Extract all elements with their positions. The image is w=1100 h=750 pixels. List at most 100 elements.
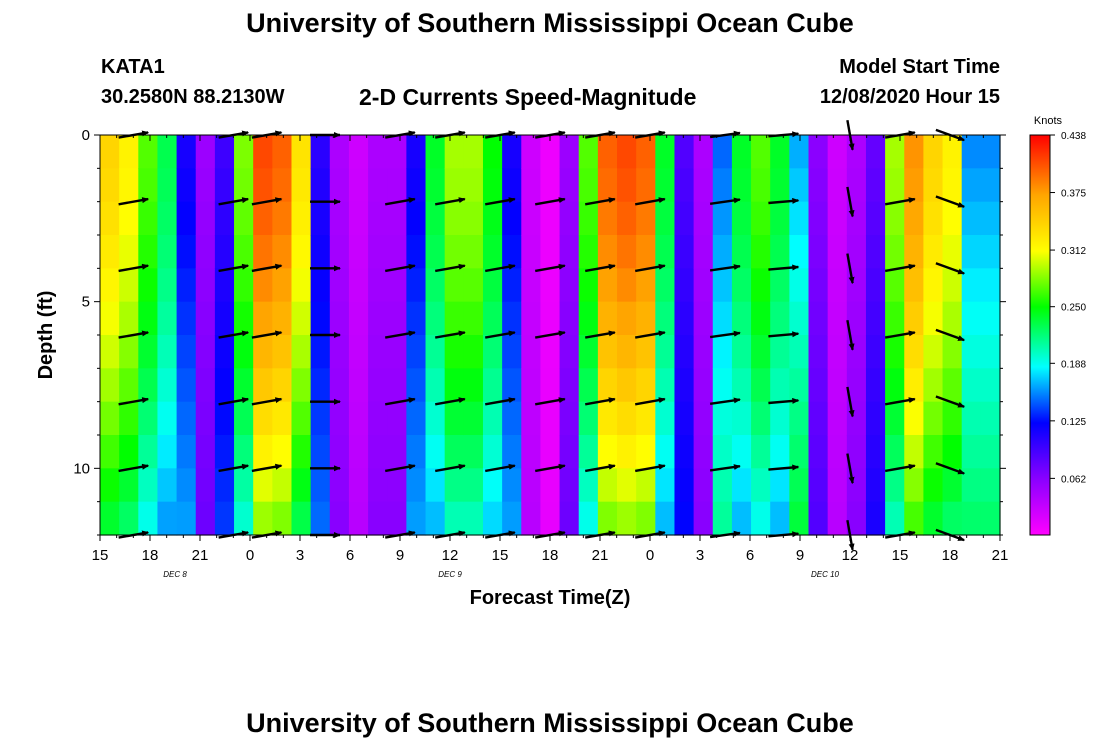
heatmap-cell [731,501,752,536]
heatmap-cell [406,501,427,536]
heatmap-cell [387,368,407,403]
heatmap-cell [597,435,618,469]
heatmap-cell [176,468,197,503]
heatmap-cell [597,501,618,536]
heatmap-cell [674,468,695,503]
heatmap-cell [406,201,427,236]
heatmap-cell [291,501,312,536]
current-vector [118,330,150,339]
heatmap-cell [368,435,388,469]
heatmap-cell [502,235,522,269]
heatmap-cell [463,135,484,169]
heatmap-cell [693,235,714,269]
heatmap-cell [789,268,810,303]
heatmap-cell [138,235,159,269]
heatmap-cell [195,301,216,336]
heatmap-cell [578,135,599,169]
heatmap-cell [617,335,637,369]
heatmap-cell [865,501,886,536]
current-vector [384,263,416,273]
heatmap-cell [636,468,656,503]
heatmap-cell [502,468,522,503]
x-tick-label: 3 [296,547,304,564]
current-vector [768,464,800,471]
heatmap-cell [540,501,561,536]
heatmap-cell [942,201,963,236]
heatmap-cell [674,135,695,169]
current-vector [709,330,741,339]
heatmap-cell [482,435,503,469]
heatmap-cell [636,201,656,236]
heatmap-cell [253,435,273,469]
heatmap-cell [712,235,733,269]
heatmap-cell [214,401,235,436]
heatmap-cell [348,268,369,303]
heatmap-cells [100,135,1001,536]
heatmap-cell [980,168,1001,203]
heatmap-cell [100,301,120,336]
heatmap-cell [961,368,982,403]
heatmap-cell [655,501,676,536]
heatmap-cell [387,135,407,169]
heatmap-cell [521,268,542,303]
heatmap-cell [655,301,676,336]
heatmap-cell [827,468,848,503]
heatmap-cell [674,268,695,303]
heatmap-cell [425,135,446,169]
heatmap-cell [214,368,235,403]
heatmap-cell [502,268,522,303]
heatmap-cell [559,501,580,536]
current-vector [584,197,616,206]
current-vector [251,197,283,206]
x-tick-label: 15 [92,547,109,564]
heatmap-cell [559,435,580,469]
heatmap-cell [444,168,465,203]
heatmap-cell [444,435,465,469]
y-axis-label: Depth (ft) [35,291,57,380]
heatmap-cell [865,301,886,336]
heatmap-cell [578,268,599,303]
heatmap-cell [597,468,618,503]
heatmap-cell [655,435,676,469]
heatmap-cell [789,501,810,536]
heatmap-cell [482,201,503,236]
heatmap-cell [770,368,790,403]
heatmap-cell [770,435,790,469]
heatmap-cell [808,235,829,269]
heatmap-cell [291,135,312,169]
current-vector [884,263,916,273]
current-vector [484,463,516,473]
heatmap-cell [865,168,886,203]
heatmap-cell [195,235,216,269]
heatmap-cell [234,201,254,236]
current-vector [384,197,416,206]
heatmap-cell [674,501,695,536]
heatmap-cell [482,335,503,369]
heatmap-cell [827,135,848,169]
current-vector [218,330,250,339]
x-axis: 15 18 21 0 3 6 9 12 15 18 21 0 3 6 9 12 15 18 21 DEC 8 DEC 9… [92,135,1008,579]
heatmap-cell [942,135,963,169]
current-vector [118,397,150,406]
colorbar-tick-label: 0.125 [1061,417,1086,428]
model-start-label: Model Start Time [839,56,1000,78]
heatmap-cell [214,268,235,303]
x-tick-label: 18 [542,547,559,564]
current-vector [846,453,855,485]
heatmap-cell [272,368,293,403]
x-tick-label: 12 [842,547,859,564]
heatmap-cell [904,435,925,469]
heatmap-cell [138,268,159,303]
heatmap-cell [195,135,216,169]
heatmap-cell [119,168,139,203]
current-vector [218,463,250,473]
x-tick-label: 9 [796,547,804,564]
heatmap-cell [482,501,503,536]
heatmap-cell [138,301,159,336]
heatmap-cell [980,368,1001,403]
heatmap-cell [176,235,197,269]
heatmap-cell [904,401,925,436]
footer-title: University of Southern Mississippi Ocean… [246,708,854,738]
heatmap-cell [425,201,446,236]
heatmap-cell [348,201,369,236]
